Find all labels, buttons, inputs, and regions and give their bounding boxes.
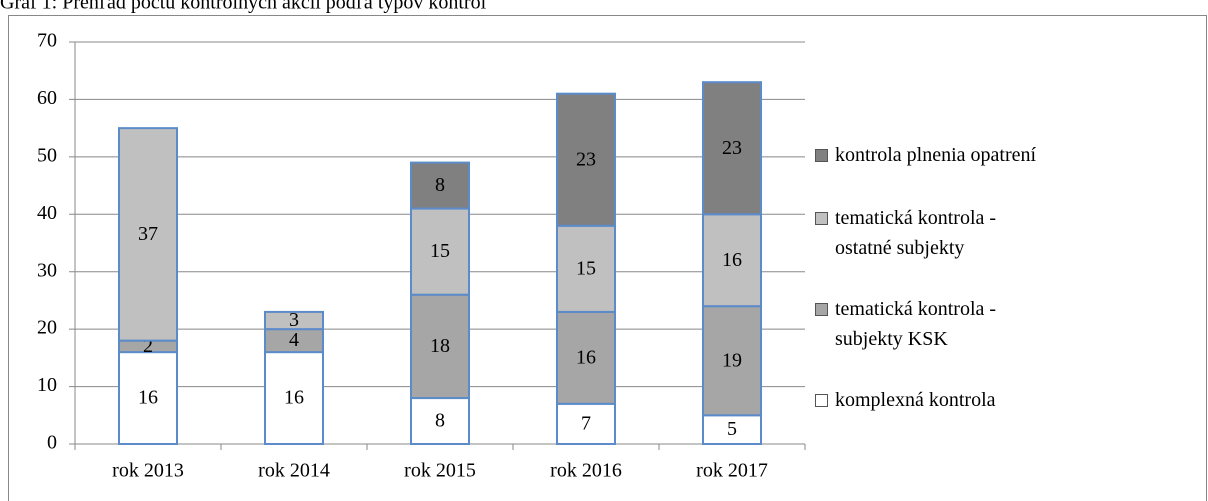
x-tick-label: rok 2013 [112, 460, 184, 482]
y-tick-label: 70 [37, 30, 57, 52]
legend-item: tematická kontrola - subjekty KSK [815, 294, 1045, 354]
x-tick-label: rok 2015 [404, 460, 476, 482]
data-label: 19 [722, 349, 742, 371]
data-label: 4 [289, 329, 299, 351]
data-label: 23 [722, 137, 742, 159]
legend-item: kontrola plnenia opatrení [815, 140, 1045, 170]
data-label: 23 [576, 148, 596, 170]
legend-swatch [815, 394, 828, 407]
legend-swatch [815, 149, 828, 162]
bar-segment [702, 305, 762, 417]
data-label: 16 [138, 387, 158, 409]
bar-segment [556, 92, 616, 227]
bar-segment [118, 127, 178, 342]
y-tick-label: 40 [37, 202, 57, 224]
legend-label: tematická kontrola - ostatné subjekty [835, 207, 997, 259]
legend-item: tematická kontrola - ostatné subjekty [815, 203, 1045, 263]
legend-swatch [815, 212, 828, 225]
data-label: 16 [576, 346, 596, 368]
legend-item: komplexná kontrola [815, 385, 1045, 415]
legend-swatch [815, 303, 828, 316]
data-label: 2 [143, 335, 153, 357]
legend-label: tematická kontrola - subjekty KSK [835, 298, 997, 350]
bar-segment [556, 224, 616, 313]
data-label: 15 [576, 257, 596, 279]
data-label: 3 [289, 309, 299, 331]
y-tick-label: 50 [37, 144, 57, 166]
bar-segment [264, 310, 324, 331]
bar-segment [702, 81, 762, 216]
data-label: 16 [284, 387, 304, 409]
chart-title: Graf 1: Prehľad počtu kontrolných akcií … [0, 0, 487, 14]
bar-segment [410, 293, 470, 400]
y-tick-label: 60 [37, 87, 57, 109]
data-label: 18 [430, 335, 450, 357]
data-label: 16 [722, 249, 742, 271]
y-tick-label: 0 [47, 432, 57, 454]
bar-segment [264, 351, 324, 445]
chart-frame [8, 15, 1207, 501]
data-label: 5 [727, 418, 737, 440]
legend-label: komplexná kontrola [835, 389, 996, 411]
data-label: 8 [435, 410, 445, 432]
bar-segment [410, 207, 470, 296]
bar-segment [410, 161, 470, 210]
x-tick-label: rok 2014 [258, 460, 330, 482]
data-label: 8 [435, 174, 445, 196]
y-tick-label: 20 [37, 317, 57, 339]
y-tick-label: 10 [37, 374, 57, 396]
bar-segment [118, 351, 178, 445]
y-tick-label: 30 [37, 259, 57, 281]
data-label: 15 [430, 240, 450, 262]
legend-label: kontrola plnenia opatrení [835, 144, 1037, 166]
data-label: 37 [138, 223, 158, 245]
data-label: 7 [581, 412, 591, 434]
x-tick-label: rok 2017 [696, 460, 768, 482]
bar-segment [556, 310, 616, 405]
bar-segment [410, 397, 470, 445]
x-tick-label: rok 2016 [550, 460, 622, 482]
